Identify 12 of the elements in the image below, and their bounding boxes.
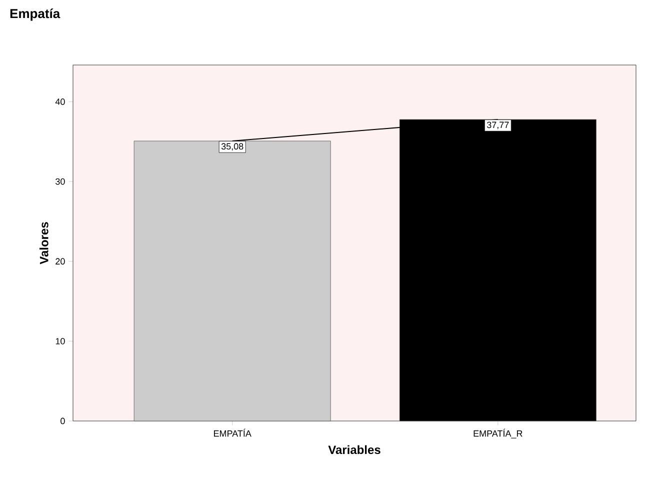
x-tick-label: EMPATÍA — [214, 428, 252, 437]
x-tick-label: EMPATÍA_R — [474, 428, 522, 438]
y-tick-label: 0 — [60, 418, 65, 424]
y-tick-label: 20 — [56, 258, 65, 265]
y-tick-label: 30 — [56, 178, 65, 185]
data-label: 35,08 — [221, 143, 244, 151]
x-axis-title: Variables — [328, 445, 380, 454]
y-tick-label: 10 — [56, 338, 65, 344]
y-tick-label: 40 — [55, 98, 65, 105]
data-label: 37,77 — [486, 122, 509, 130]
chart-title: Empatía — [10, 8, 60, 21]
y-axis-title: Valores — [40, 222, 48, 264]
